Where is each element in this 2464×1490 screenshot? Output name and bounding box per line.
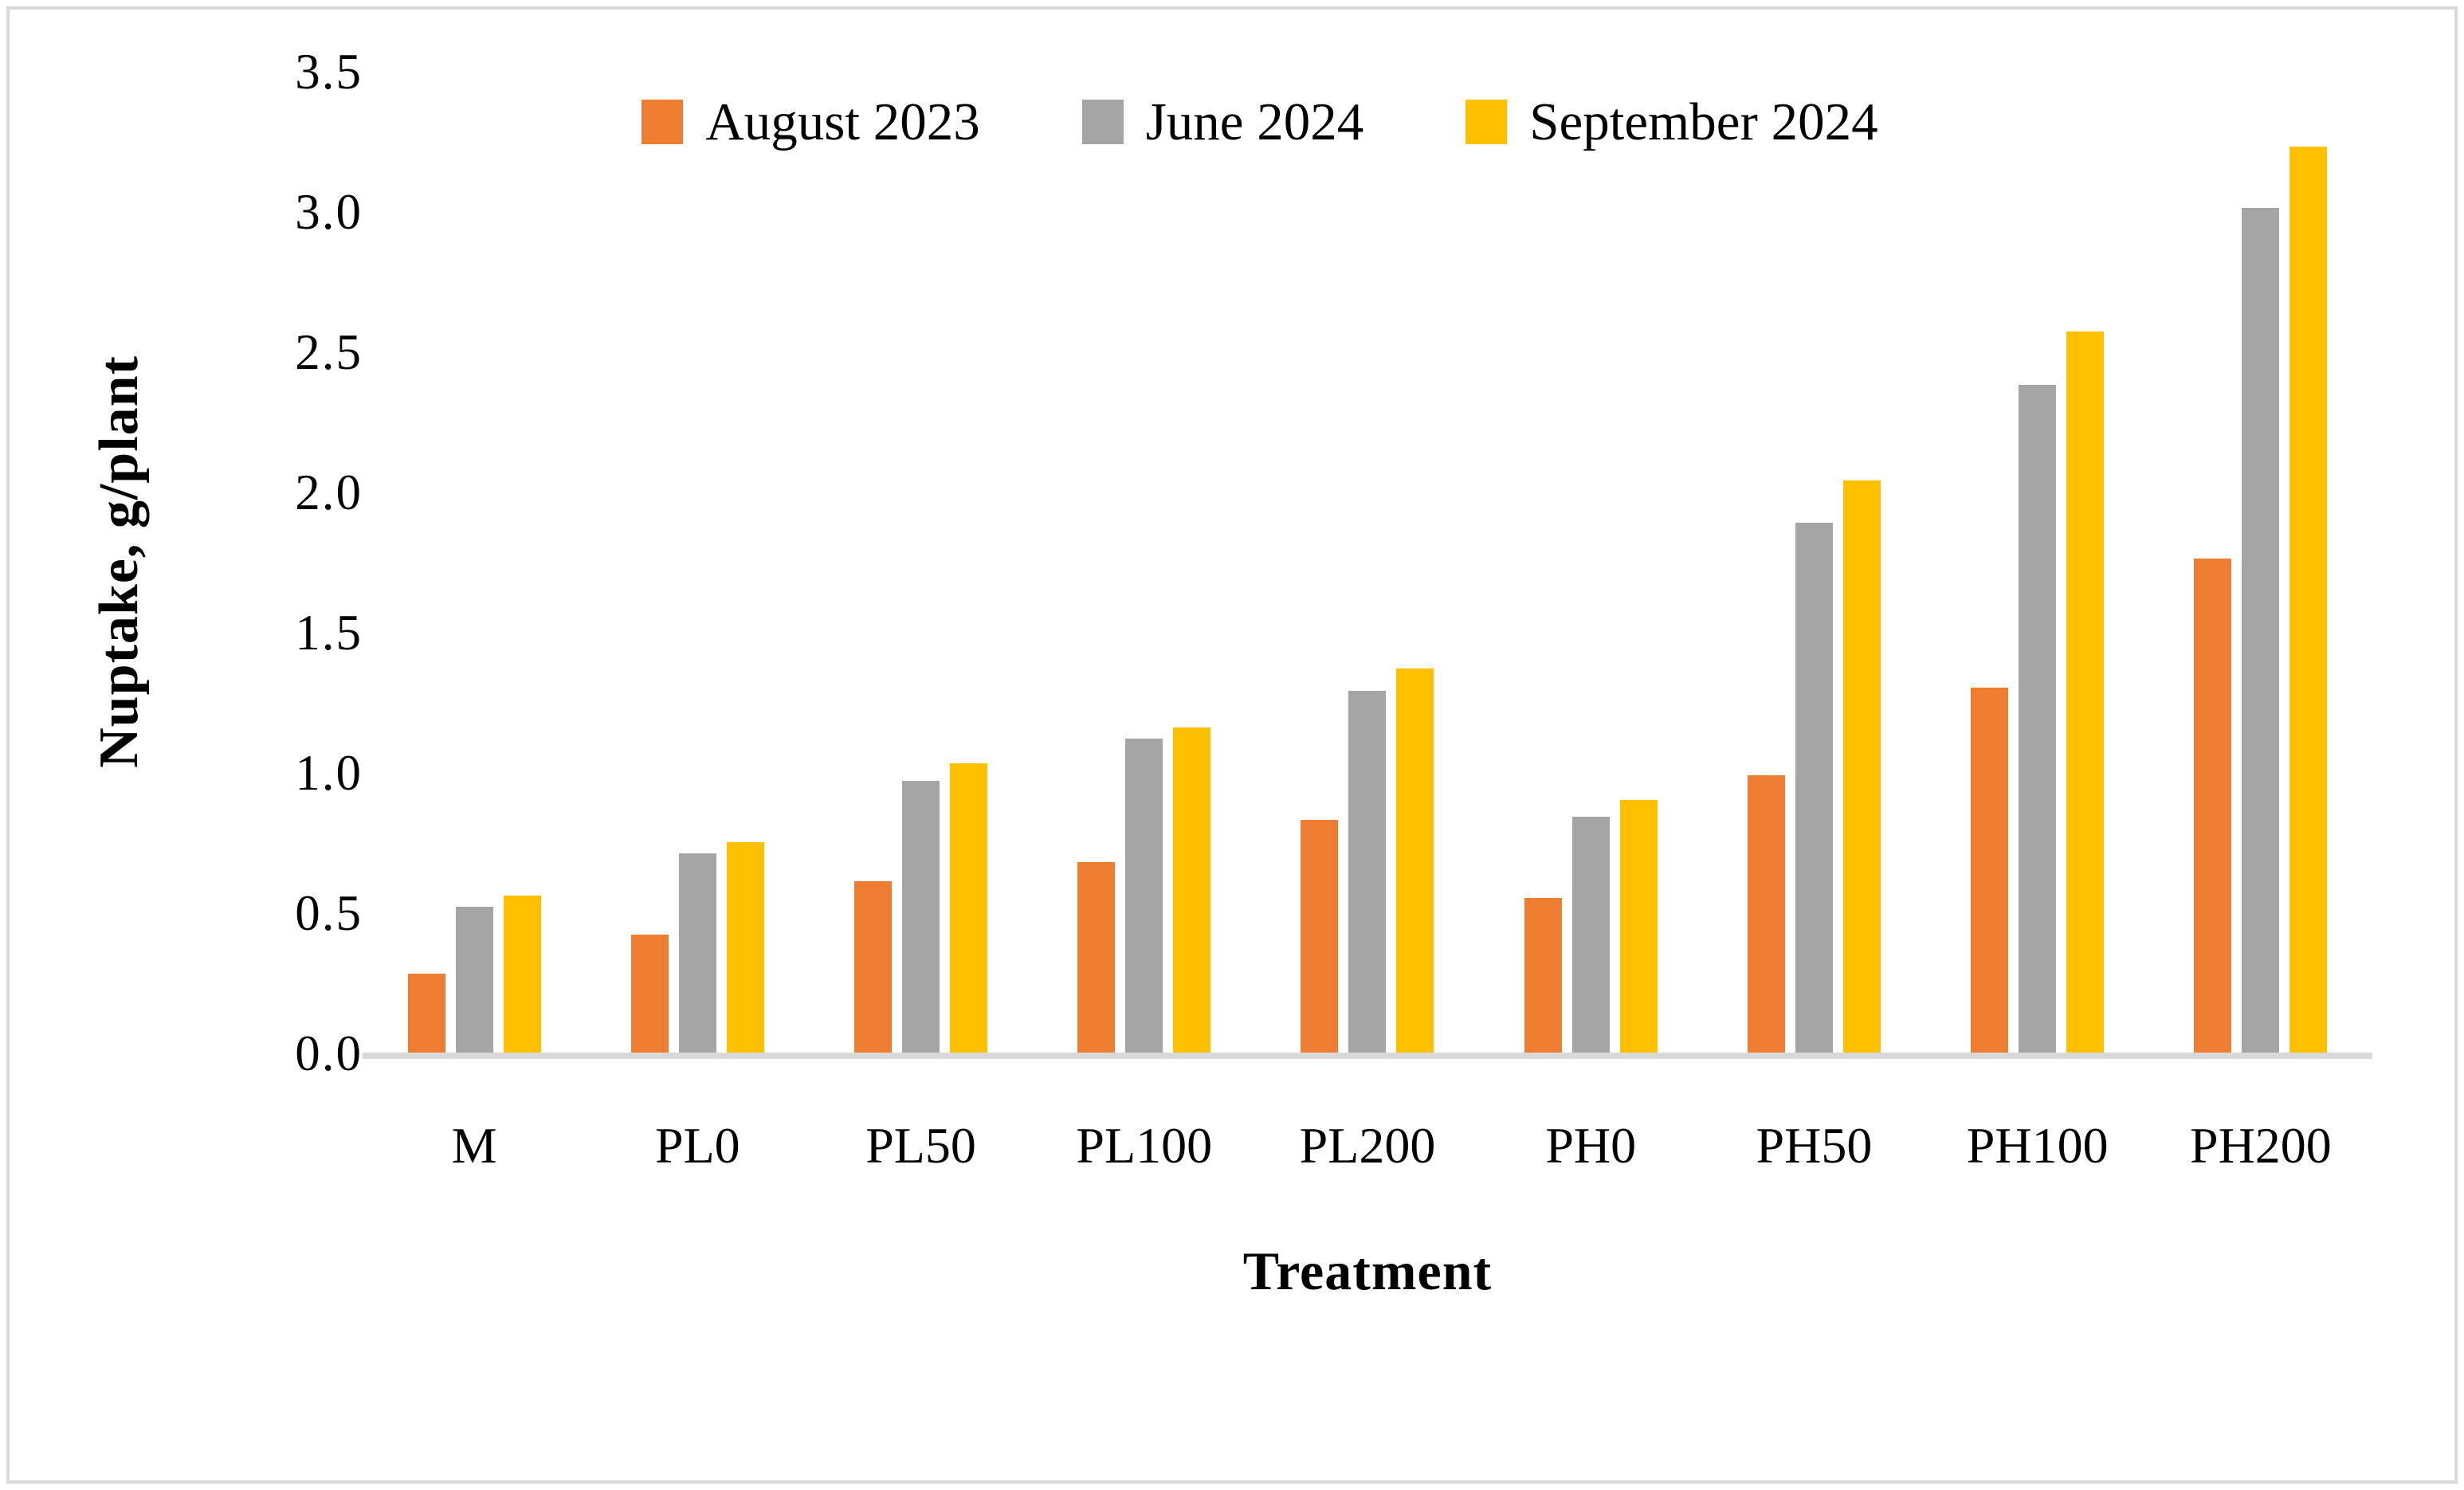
legend-label: August 2023 (705, 92, 980, 151)
bar-m-september-2024 (503, 896, 541, 1053)
bar-pl200-september-2024 (1396, 669, 1434, 1053)
bar-ph100-august-2023 (1971, 688, 2009, 1053)
y-axis-title: Nuptake, g/plant (88, 355, 150, 768)
bar-pl100-september-2024 (1173, 727, 1211, 1053)
bar-ph100-june-2024 (2019, 385, 2057, 1053)
bar-pl0-august-2023 (630, 935, 669, 1053)
bar-group-pl200 (1256, 0, 1479, 1053)
legend-label: September 2024 (1529, 92, 1878, 151)
y-tick-label-0.0: 0.0 (295, 1025, 363, 1081)
bar-ph200-september-2024 (2289, 147, 2328, 1053)
bar-ph50-august-2023 (1747, 775, 1785, 1053)
bar-m-june-2024 (455, 907, 493, 1053)
bar-group-ph200 (2149, 0, 2372, 1053)
bar-ph200-june-2024 (2242, 208, 2280, 1053)
bar-group-pl50 (809, 0, 1032, 1053)
x-axis-title: Treatment (1242, 1241, 1493, 1301)
legend-swatch-june-2024 (1081, 100, 1124, 144)
y-tick-label-2.0: 2.0 (295, 465, 363, 520)
bar-group-pl0 (586, 0, 809, 1053)
bar-ph50-september-2024 (1842, 480, 1881, 1053)
x-tick-label-m: M (451, 1117, 497, 1174)
x-tick-label-ph200: PH200 (2189, 1117, 2332, 1174)
x-tick-label-ph100: PH100 (1966, 1117, 2109, 1174)
legend-item-september-2024: September 2024 (1465, 92, 1878, 151)
legend-swatch-september-2024 (1465, 100, 1508, 144)
bar-m-august-2023 (407, 974, 445, 1053)
x-tick-label-ph50: PH50 (1756, 1117, 1873, 1174)
bar-pl50-june-2024 (902, 781, 940, 1053)
bar-pl100-june-2024 (1125, 739, 1163, 1053)
y-tick-label-3.0: 3.0 (295, 184, 363, 240)
x-tick-label-pl0: PL0 (654, 1117, 740, 1174)
bar-ph0-june-2024 (1571, 817, 1610, 1053)
bar-group-ph0 (1479, 0, 1702, 1053)
bar-group-ph100 (1926, 0, 2149, 1053)
legend-label: June 2024 (1145, 92, 1364, 151)
bar-pl100-august-2023 (1077, 862, 1116, 1053)
x-tick-label-ph0: PH0 (1545, 1117, 1637, 1174)
bar-ph0-august-2023 (1524, 898, 1562, 1053)
legend: August 2023 June 2024 September 2024 (363, 78, 2372, 166)
legend-item-june-2024: June 2024 (1081, 92, 1364, 151)
bar-group-pl100 (1033, 0, 1256, 1053)
bar-pl0-june-2024 (678, 853, 716, 1053)
figure-border (6, 6, 2458, 1484)
y-tick-label-1.0: 1.0 (295, 745, 363, 801)
y-tick-label-2.5: 2.5 (295, 324, 363, 380)
y-tick-label-0.5: 0.5 (295, 885, 363, 941)
x-tick-label-pl100: PL100 (1076, 1117, 1213, 1174)
bar-pl50-august-2023 (854, 881, 893, 1053)
bar-ph200-august-2023 (2194, 559, 2232, 1053)
bar-group-m (363, 0, 586, 1053)
bar-ph0-september-2024 (1619, 800, 1658, 1053)
y-tick-label-3.5: 3.5 (295, 44, 363, 100)
bar-pl50-september-2024 (950, 763, 988, 1053)
bar-ph100-september-2024 (2066, 331, 2105, 1053)
x-tick-label-pl50: PL50 (865, 1117, 976, 1174)
bar-ph50-june-2024 (1795, 523, 1833, 1053)
bar-pl0-september-2024 (726, 842, 764, 1053)
bar-group-ph50 (1702, 0, 1925, 1053)
x-tick-label-pl200: PL200 (1299, 1117, 1436, 1174)
bar-pl200-june-2024 (1348, 691, 1387, 1053)
legend-swatch-august-2023 (642, 100, 684, 144)
bar-pl200-august-2023 (1301, 820, 1339, 1053)
y-tick-label-1.5: 1.5 (295, 605, 363, 661)
x-axis-line (363, 1053, 2372, 1059)
legend-item-august-2023: August 2023 (642, 92, 980, 151)
